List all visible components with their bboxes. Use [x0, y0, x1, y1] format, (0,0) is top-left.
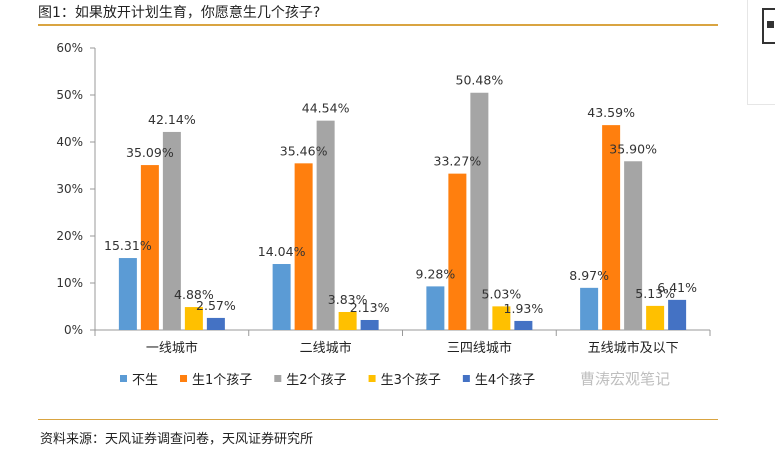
bar-value-label: 35.46% — [280, 143, 328, 158]
qr-code-icon — [762, 8, 775, 44]
x-axis: 一线城市 二线城市 三四线城市 五线城市及以下 — [94, 329, 711, 356]
bar — [360, 319, 379, 330]
bar-value-label: 14.04% — [258, 244, 306, 259]
legend-swatch — [462, 375, 470, 382]
bar-value-label: 35.90% — [609, 141, 657, 156]
bar-value-label: 9.28% — [416, 266, 456, 281]
x-category-label: 一线城市 — [146, 340, 198, 356]
title-rule — [38, 24, 718, 26]
bar — [426, 286, 445, 330]
legend-label: 不生 — [132, 373, 158, 388]
bar-value-label: 6.41% — [657, 280, 697, 295]
legend-swatch — [274, 375, 282, 382]
legend-label: 生1个孩子 — [192, 373, 252, 388]
bar — [294, 163, 313, 330]
bar — [470, 92, 489, 330]
bar-value-label: 4.88% — [174, 287, 214, 302]
bar — [272, 264, 291, 330]
bar — [338, 311, 357, 330]
bar — [668, 299, 687, 330]
bar — [184, 307, 203, 330]
bar — [162, 131, 181, 330]
y-tick-label: 60% — [56, 41, 83, 55]
bar — [316, 120, 335, 330]
x-category-label: 五线城市及以下 — [588, 340, 679, 356]
bar — [118, 258, 137, 330]
bar — [514, 320, 533, 330]
legend-label: 生4个孩子 — [475, 373, 535, 388]
y-tick-label: 20% — [56, 229, 83, 243]
side-panel — [747, 0, 775, 105]
watermark-text: 曹涛宏观笔记 — [580, 370, 670, 388]
y-tick-label: 10% — [56, 276, 83, 290]
bar-value-label: 33.27% — [434, 154, 482, 169]
bar — [602, 125, 621, 330]
y-axis: 0% 10% 20% 30% 40% 50% 60% — [56, 41, 96, 337]
bar — [580, 287, 599, 330]
legend-swatch — [180, 375, 188, 382]
bar-value-label: 2.13% — [350, 300, 390, 315]
bars-group — [118, 92, 687, 330]
bar-value-label: 35.09% — [126, 145, 174, 160]
bar — [140, 165, 159, 330]
bar-value-label: 43.59% — [587, 105, 635, 120]
y-tick-label: 40% — [56, 135, 83, 149]
value-labels-group: 15.31% 35.09% 42.14% 4.88%2.57% 14.04% 35.46%… — [104, 73, 697, 316]
bar-value-label: 5.03% — [482, 286, 522, 301]
bar-value-label: 8.97% — [569, 268, 609, 283]
bar-value-label: 50.48% — [456, 73, 504, 88]
y-tick-label: 30% — [56, 182, 83, 196]
bar — [646, 305, 665, 330]
bar-value-label: 2.57% — [196, 298, 236, 313]
x-category-label: 三四线城市 — [447, 340, 512, 356]
bar — [492, 306, 511, 330]
bar-value-label: 5.13% — [635, 286, 675, 301]
bar-value-label: 3.83% — [328, 292, 368, 307]
y-tick-label: 50% — [56, 88, 83, 102]
bar-value-label: 1.93% — [504, 301, 544, 316]
y-tick-label: 0% — [64, 323, 83, 337]
bar — [448, 173, 467, 330]
source-rule — [38, 419, 718, 420]
bar — [206, 317, 225, 330]
legend-swatch — [120, 375, 127, 382]
figure-title: 图1：如果放开计划生育，你愿意生几个孩子? — [38, 5, 321, 21]
legend-label: 生2个孩子 — [286, 373, 346, 388]
legend-label: 生3个孩子 — [381, 373, 441, 388]
bar-chart: 0% 10% 20% 30% 40% 50% 60% 一线城市 二线城市 三四线城市 五线城市及以… — [56, 41, 711, 388]
source-note: 资料来源：天风证券调查问卷，天风证券研究所 — [40, 432, 314, 447]
x-category-label: 二线城市 — [300, 340, 352, 356]
bar-value-label: 42.14% — [148, 112, 196, 127]
legend-swatch — [368, 375, 376, 382]
bar-value-label: 44.54% — [302, 101, 350, 116]
legend: 不生 生1个孩子 生2个孩子 生3个孩子 生4个孩子 — [120, 373, 535, 388]
bar — [624, 161, 643, 330]
bar-value-label: 15.31% — [104, 238, 152, 253]
